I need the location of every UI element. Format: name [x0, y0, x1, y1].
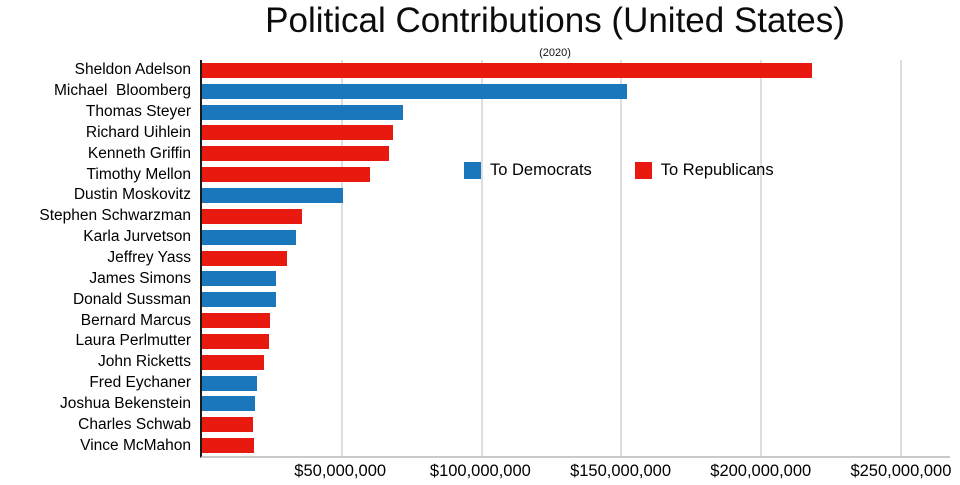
legend-item-republicans: To Republicans — [634, 161, 774, 180]
bar-row — [202, 60, 950, 81]
plot-area — [200, 60, 950, 458]
y-axis-label: Sheldon Adelson — [74, 61, 191, 79]
y-axis-label: Timothy Mellon — [86, 165, 191, 183]
y-axis-label: Dustin Moskovitz — [73, 186, 191, 204]
bar-row — [202, 331, 950, 352]
contribution-bar-republican — [202, 250, 288, 266]
contribution-bar-democrat — [202, 104, 404, 120]
bar-row — [202, 143, 950, 164]
y-axis-label: James Simons — [89, 269, 191, 287]
contribution-bar-democrat — [202, 292, 276, 308]
y-axis-label: Stephen Schwarzman — [39, 207, 191, 225]
chart-subtitle: (2020) — [539, 47, 571, 59]
legend-label-republicans: To Republicans — [660, 161, 774, 179]
bar-row — [202, 394, 950, 415]
democrat-color-swatch — [464, 162, 481, 179]
y-axis-label: Charles Schwab — [78, 415, 191, 433]
y-axis-label: John Ricketts — [97, 353, 191, 371]
contribution-bar-republican — [202, 417, 254, 433]
bar-row — [202, 289, 950, 310]
gridline — [340, 60, 343, 456]
bar-row — [202, 164, 950, 185]
bar-row — [202, 227, 950, 248]
x-axis-tick-label: $100,000,000 — [429, 462, 531, 480]
x-axis-tick-label: $200,000,000 — [710, 462, 812, 480]
gridline — [760, 60, 763, 456]
contribution-bar-republican — [202, 354, 264, 370]
contribution-bar-democrat — [202, 229, 296, 245]
contribution-bar-democrat — [202, 375, 258, 391]
bar-row — [202, 123, 950, 144]
contribution-bar-democrat — [202, 396, 255, 412]
contribution-bar-democrat — [202, 271, 277, 287]
chart-title: Political Contributions (United States) — [265, 1, 845, 40]
bar-row — [202, 248, 950, 269]
legend-item-democrats: To Democrats — [464, 161, 592, 180]
bar-row — [202, 102, 950, 123]
x-axis-tick-label: $150,000,000 — [570, 462, 672, 480]
y-axis-label: Karla Jurvetson — [83, 228, 191, 246]
y-axis-label: Thomas Steyer — [85, 103, 191, 121]
y-axis-label: Bernard Marcus — [80, 311, 191, 329]
bar-row — [202, 268, 950, 289]
bar-row — [202, 373, 950, 394]
y-axis-label: Vince McMahon — [80, 436, 191, 454]
bar-row — [202, 206, 950, 227]
y-axis-label: Kenneth Griffin — [87, 144, 191, 162]
legend-label-democrats: To Democrats — [490, 161, 592, 179]
bar-row — [202, 435, 950, 456]
contribution-bar-republican — [202, 146, 389, 162]
contribution-bar-republican — [202, 167, 370, 183]
bars-layer — [202, 60, 950, 456]
bar-row — [202, 352, 950, 373]
contribution-bar-republican — [202, 125, 393, 141]
bar-row — [202, 81, 950, 102]
bar-row — [202, 310, 950, 331]
y-axis-label: Donald Sussman — [72, 290, 191, 308]
contribution-bar-democrat — [202, 83, 628, 99]
y-axis-label: Laura Perlmutter — [75, 332, 191, 350]
contribution-bar-republican — [202, 438, 254, 454]
gridline — [620, 60, 623, 456]
y-axis-label: Fred Eychaner — [89, 374, 191, 392]
bar-row — [202, 185, 950, 206]
y-axis-label: Michael Bloomberg — [54, 82, 191, 100]
y-axis-label: Jeffrey Yass — [107, 249, 191, 267]
bar-row — [202, 414, 950, 435]
gridline — [480, 60, 483, 456]
contribution-bar-democrat — [202, 187, 344, 203]
republican-color-swatch — [634, 162, 652, 179]
y-axis-labels: Sheldon Adelson Michael Bloomberg Thomas S… — [0, 60, 191, 456]
contribution-bar-republican — [202, 313, 271, 329]
contribution-bar-republican — [202, 333, 270, 349]
x-axis-tick-label: $250,000,000 — [850, 462, 952, 480]
contribution-bar-republican — [202, 62, 813, 78]
y-axis-label: Richard Uihlein — [85, 123, 191, 141]
y-axis-label: Joshua Bekenstein — [60, 394, 191, 412]
x-axis-tick-label: $50,000,000 — [294, 462, 387, 480]
gridline — [900, 60, 903, 456]
legend: To Democrats To Republicans — [464, 161, 774, 180]
contribution-bar-republican — [202, 208, 302, 224]
